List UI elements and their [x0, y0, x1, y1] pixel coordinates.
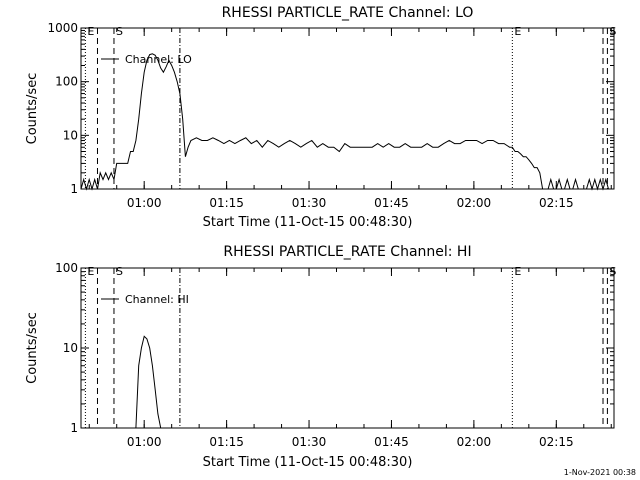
x-tick-label: 01:45 — [374, 435, 409, 449]
y-tick-label: 1000 — [47, 21, 78, 35]
x-tick-label: 01:30 — [292, 196, 327, 210]
panel-hi: RHESSI PARTICLE_RATE Channel: HI 1 10 100 01… — [25, 244, 616, 470]
chart-title: RHESSI PARTICLE_RATE Channel: HI — [223, 244, 471, 260]
y-tick-label: 10 — [63, 128, 78, 142]
y-tick-label: 100 — [55, 75, 78, 89]
y-axis-label: Counts/sec — [25, 73, 40, 145]
event-marker-label: E — [87, 265, 94, 278]
event-marker-label: E — [87, 25, 94, 38]
x-tick-label: 02:15 — [539, 196, 574, 210]
x-axis-label: Start Time (11-Oct-15 00:48:30) — [203, 455, 413, 470]
legend-label: Channel: HI — [125, 293, 189, 306]
x-tick-label: 01:30 — [292, 435, 327, 449]
event-marker-label: E — [514, 265, 521, 278]
x-tick-label: 01:00 — [127, 435, 162, 449]
legend-label: Channel: LO — [125, 53, 192, 66]
y-tick-label: 10 — [63, 341, 78, 355]
x-tick-label: 01:45 — [374, 196, 409, 210]
plot-frame — [80, 267, 615, 429]
plot-frame — [80, 27, 615, 190]
x-tick-label: 02:00 — [457, 435, 492, 449]
event-marker-label: S — [116, 265, 123, 278]
y-axis-label: Counts/sec — [25, 312, 40, 384]
event-marker-label: E — [514, 25, 521, 38]
x-tick-label: 01:00 — [127, 196, 162, 210]
y-tick-label: 100 — [55, 261, 78, 275]
x-axis-label: Start Time (11-Oct-15 00:48:30) — [203, 215, 413, 230]
x-tick-label: 01:15 — [209, 196, 244, 210]
footer-timestamp: 1-Nov-2021 00:38 — [563, 468, 636, 477]
series-line — [80, 53, 609, 191]
event-marker-label: S — [609, 25, 616, 38]
event-marker-label: S — [609, 265, 616, 278]
panel-lo: RHESSI PARTICLE_RATE Channel: LO 1 10 100 10… — [25, 5, 616, 230]
x-tick-label: 02:00 — [457, 196, 492, 210]
chart-title: RHESSI PARTICLE_RATE Channel: LO — [222, 5, 474, 21]
y-tick-label: 1 — [70, 421, 78, 435]
series-line — [135, 335, 162, 429]
event-marker-label: S — [116, 25, 123, 38]
x-tick-label: 01:15 — [209, 435, 244, 449]
x-tick-label: 02:15 — [539, 435, 574, 449]
y-tick-label: 1 — [70, 182, 78, 196]
